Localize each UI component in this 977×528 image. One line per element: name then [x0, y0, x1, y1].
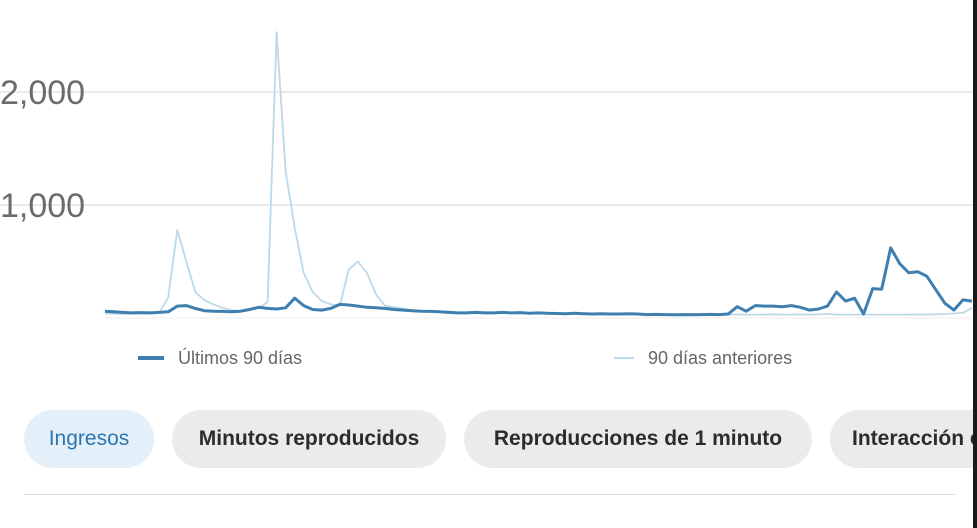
chip-ingresos[interactable]: Ingresos: [24, 410, 154, 468]
series-line-current: [104, 246, 973, 317]
metric-chips: Ingresos Minutos reproducidos Reproducci…: [24, 410, 977, 468]
chart-svg: 2,000 1,000: [0, 31, 977, 319]
legend-swatch-previous: [614, 357, 634, 359]
legend-item-previous[interactable]: 90 días anteriores: [614, 343, 792, 373]
series-line-previous: [104, 31, 973, 316]
divider: [24, 494, 956, 495]
line-chart: 2,000 1,000: [0, 31, 977, 319]
screen-edge: [973, 0, 977, 528]
y-tick-label: 1,000: [0, 187, 85, 225]
chip-interaccion[interactable]: Interacción c: [830, 410, 977, 468]
legend-item-current[interactable]: Últimos 90 días: [138, 343, 302, 373]
legend-label-previous: 90 días anteriores: [648, 347, 793, 368]
y-tick-label: 2,000: [0, 74, 85, 112]
chip-reproducciones-1-minuto[interactable]: Reproducciones de 1 minuto: [464, 410, 812, 468]
chip-minutos-reproducidos[interactable]: Minutos reproducidos: [172, 410, 446, 468]
legend-swatch-current: [138, 356, 164, 360]
legend-label-current: Últimos 90 días: [178, 347, 303, 368]
